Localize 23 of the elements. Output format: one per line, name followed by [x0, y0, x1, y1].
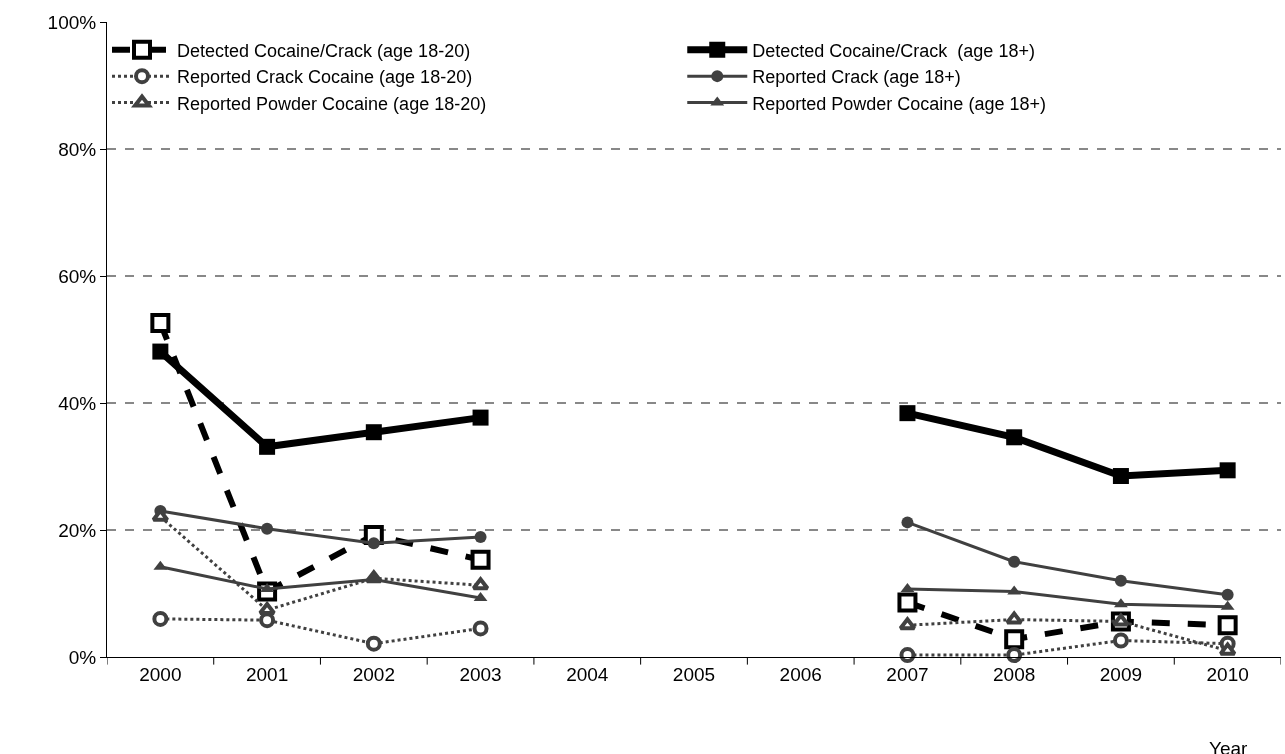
legend-label: Detected Cocaine/Crack (age 18+)	[752, 40, 1035, 61]
y-tick-label: 20%	[58, 519, 97, 541]
legend-label: Reported Powder Cocaine (age 18-20)	[177, 93, 487, 114]
x-tick-label: 2008	[993, 663, 1036, 685]
x-tick-label: 2001	[245, 663, 289, 685]
x-tick-label: 2009	[1099, 663, 1143, 685]
x-tick-label: 2004	[566, 663, 609, 685]
legend-label: Reported Powder Cocaine (age 18+)	[752, 93, 1046, 114]
legend-label: Detected Cocaine/Crack (age 18-20)	[177, 40, 471, 61]
x-tick-label: 2003	[459, 663, 502, 685]
y-tick-label: 100%	[47, 11, 97, 33]
y-tick-label: 40%	[58, 392, 97, 414]
x-tick-label: 2002	[352, 663, 395, 685]
x-tick-label: 2000	[139, 663, 182, 685]
legend-label: Reported Crack (age 18+)	[752, 67, 961, 88]
x-tick-label: 2007	[886, 663, 929, 685]
legend-label: Reported Crack Cocaine (age 18-20)	[177, 67, 473, 88]
y-tick-label: 60%	[58, 265, 97, 287]
y-tick-label: 0%	[68, 646, 97, 668]
x-tick-label: 2005	[672, 663, 716, 685]
x-tick-label: 2006	[779, 663, 822, 685]
y-tick-label: 80%	[58, 138, 97, 160]
x-tick-label: 2010	[1206, 663, 1249, 685]
